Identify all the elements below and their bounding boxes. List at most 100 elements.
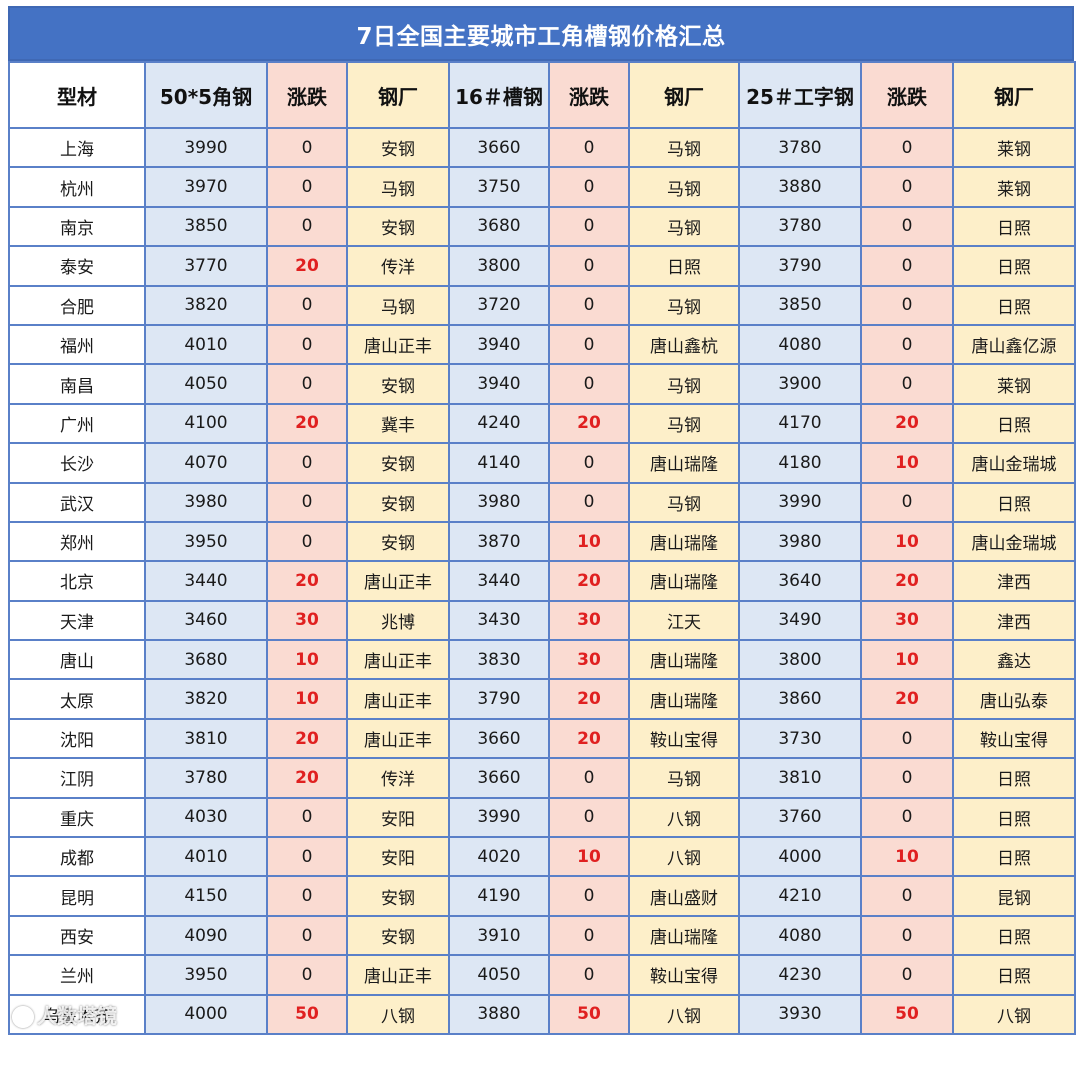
cell-channel-steel-price: 3990: [448, 796, 550, 839]
cell-angle-steel-mill: 马钢: [346, 284, 450, 326]
header-row: 型材 50*5角钢 涨跌 钢厂 16＃槽钢 涨跌 钢厂 25＃工字钢 涨跌 钢厂: [8, 61, 1076, 129]
cell-i-beam-change: 10: [860, 520, 954, 563]
cell-channel-steel-change: 0: [548, 442, 630, 484]
cell-i-beam-mill: 日照: [952, 284, 1076, 326]
cell-angle-steel-mill: 兆博: [346, 599, 450, 642]
table-row: 上海 3990 0 安钢 3660 0 马钢 3780 0 莱钢: [8, 126, 1076, 169]
table-row: 太原 3820 10 唐山正丰 3790 20 唐山瑞隆 3860 20 唐山弘泰: [8, 678, 1076, 720]
cell-channel-steel-mill: 唐山瑞隆: [628, 914, 740, 957]
cell-i-beam-change: 0: [860, 363, 954, 405]
cell-i-beam-mill: 唐山弘泰: [952, 678, 1076, 720]
cell-channel-steel-price: 3800: [448, 245, 550, 287]
cell-i-beam-price: 3990: [738, 481, 862, 523]
cell-channel-steel-price: 3720: [448, 284, 550, 326]
cell-angle-steel-change: 0: [266, 481, 348, 523]
cell-i-beam-mill: 八钢: [952, 993, 1076, 1035]
cell-angle-steel-mill: 安钢: [346, 205, 450, 248]
cell-channel-steel-price: 3880: [448, 993, 550, 1035]
cell-angle-steel-change: 0: [266, 323, 348, 366]
cell-angle-steel-mill: 安钢: [346, 442, 450, 484]
cell-angle-steel-price: 3820: [144, 284, 268, 326]
cell-channel-steel-change: 0: [548, 796, 630, 839]
cell-angle-steel-change: 0: [266, 166, 348, 208]
cell-angle-steel-price: 3950: [144, 954, 268, 996]
cell-city: 杭州: [8, 166, 146, 208]
cell-i-beam-mill: 日照: [952, 402, 1076, 445]
cell-channel-steel-price: 3790: [448, 678, 550, 720]
header-i-beam-price: 25＃工字钢: [738, 61, 862, 129]
cell-channel-steel-change: 0: [548, 166, 630, 208]
cell-city: 武汉: [8, 481, 146, 523]
table-row: 天津 3460 30 兆博 3430 30 江天 3490 30 津西: [8, 599, 1076, 642]
table-body: 上海 3990 0 安钢 3660 0 马钢 3780 0 莱钢 杭州 3970 0 马钢 3750 0 马钢 3…: [8, 126, 1076, 1035]
cell-angle-steel-mill: 传洋: [346, 245, 450, 287]
cell-i-beam-change: 0: [860, 481, 954, 523]
cell-angle-steel-mill: 八钢: [346, 993, 450, 1035]
cell-angle-steel-price: 4010: [144, 323, 268, 366]
table-row: 唐山 3680 10 唐山正丰 3830 30 唐山瑞隆 3800 10 鑫达: [8, 639, 1076, 681]
cell-channel-steel-mill: 马钢: [628, 757, 740, 799]
cell-i-beam-change: 20: [860, 560, 954, 602]
cell-angle-steel-change: 10: [266, 639, 348, 681]
cell-angle-steel-price: 4070: [144, 442, 268, 484]
table-row: 沈阳 3810 20 唐山正丰 3660 20 鞍山宝得 3730 0 鞍山宝得: [8, 717, 1076, 760]
table-row: 杭州 3970 0 马钢 3750 0 马钢 3880 0 莱钢: [8, 166, 1076, 208]
cell-channel-steel-change: 10: [548, 520, 630, 563]
cell-city: 福州: [8, 323, 146, 366]
cell-channel-steel-price: 3660: [448, 757, 550, 799]
cell-channel-steel-change: 20: [548, 560, 630, 602]
price-table: 型材 50*5角钢 涨跌 钢厂 16＃槽钢 涨跌 钢厂 25＃工字钢 涨跌 钢厂…: [8, 61, 1076, 1035]
cell-channel-steel-mill: 八钢: [628, 836, 740, 878]
table-row: 武汉 3980 0 安钢 3980 0 马钢 3990 0 日照: [8, 481, 1076, 523]
cell-i-beam-mill: 日照: [952, 205, 1076, 248]
cell-channel-steel-price: 3680: [448, 205, 550, 248]
cell-angle-steel-mill: 唐山正丰: [346, 954, 450, 996]
cell-channel-steel-change: 0: [548, 363, 630, 405]
cell-city: 江阴: [8, 757, 146, 799]
cell-i-beam-price: 4170: [738, 402, 862, 445]
cell-channel-steel-change: 0: [548, 914, 630, 957]
cell-angle-steel-price: 4150: [144, 875, 268, 917]
cell-angle-steel-change: 30: [266, 599, 348, 642]
cell-i-beam-price: 4210: [738, 875, 862, 917]
cell-channel-steel-price: 3870: [448, 520, 550, 563]
cell-i-beam-mill: 昆钢: [952, 875, 1076, 917]
cell-i-beam-price: 3850: [738, 284, 862, 326]
cell-angle-steel-price: 4050: [144, 363, 268, 405]
cell-angle-steel-change: 0: [266, 836, 348, 878]
header-angle-steel-change: 涨跌: [266, 61, 348, 129]
cell-angle-steel-change: 0: [266, 954, 348, 996]
header-profile: 型材: [8, 61, 146, 129]
cell-city: 北京: [8, 560, 146, 602]
cell-channel-steel-change: 30: [548, 639, 630, 681]
cell-i-beam-change: 50: [860, 993, 954, 1035]
cell-channel-steel-change: 20: [548, 402, 630, 445]
cell-angle-steel-price: 4090: [144, 914, 268, 957]
cell-angle-steel-mill: 安钢: [346, 363, 450, 405]
cell-i-beam-mill: 日照: [952, 954, 1076, 996]
cell-i-beam-mill: 日照: [952, 836, 1076, 878]
cell-angle-steel-mill: 唐山正丰: [346, 717, 450, 760]
cell-city: 昆明: [8, 875, 146, 917]
cell-angle-steel-mill: 安钢: [346, 126, 450, 169]
cell-channel-steel-mill: 唐山盛财: [628, 875, 740, 917]
cell-channel-steel-change: 0: [548, 284, 630, 326]
cell-i-beam-price: 4080: [738, 914, 862, 957]
cell-i-beam-mill: 日照: [952, 245, 1076, 287]
cell-channel-steel-price: 3440: [448, 560, 550, 602]
cell-i-beam-change: 0: [860, 166, 954, 208]
cell-angle-steel-change: 0: [266, 284, 348, 326]
cell-i-beam-price: 3900: [738, 363, 862, 405]
cell-i-beam-price: 3800: [738, 639, 862, 681]
cell-channel-steel-change: 20: [548, 717, 630, 760]
cell-channel-steel-mill: 马钢: [628, 402, 740, 445]
cell-channel-steel-mill: 唐山瑞隆: [628, 520, 740, 563]
cell-i-beam-mill: 日照: [952, 757, 1076, 799]
cell-angle-steel-change: 20: [266, 245, 348, 287]
cell-i-beam-price: 3760: [738, 796, 862, 839]
table-row: 昆明 4150 0 安钢 4190 0 唐山盛财 4210 0 昆钢: [8, 875, 1076, 917]
cell-angle-steel-price: 3970: [144, 166, 268, 208]
table-row: 西安 4090 0 安钢 3910 0 唐山瑞隆 4080 0 日照: [8, 914, 1076, 957]
cell-angle-steel-mill: 唐山正丰: [346, 323, 450, 366]
cell-i-beam-price: 3880: [738, 166, 862, 208]
